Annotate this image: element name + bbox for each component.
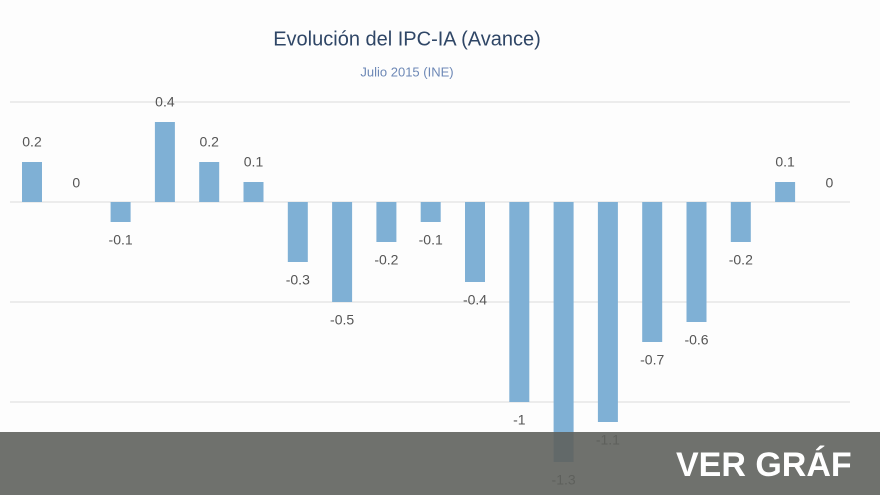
bar [465, 202, 485, 282]
value-label: 0 [826, 175, 834, 191]
chart-subtitle: Julio 2015 (INE) [360, 64, 453, 79]
value-label: -0.2 [729, 252, 753, 268]
bar [730, 202, 751, 242]
value-label: -0.3 [286, 272, 310, 288]
bar [420, 202, 441, 222]
bar [686, 202, 707, 322]
bar [775, 182, 796, 202]
value-label: -0.1 [109, 232, 133, 248]
view-chart-button[interactable]: VER GRÁF [676, 446, 852, 484]
value-label: 0.1 [244, 154, 264, 170]
chart-title: Evolución del IPC-IA (Avance) [273, 28, 541, 50]
bar [154, 122, 175, 202]
value-label: 0.2 [199, 134, 219, 150]
value-label: -0.1 [419, 232, 443, 248]
bar [553, 202, 574, 462]
value-label: -0.2 [374, 252, 398, 268]
bar [287, 202, 308, 262]
value-label: -1 [513, 412, 526, 428]
bar [376, 202, 397, 242]
value-label: 0.2 [22, 134, 42, 150]
bar [642, 202, 663, 342]
banner [0, 432, 880, 495]
bar [597, 202, 618, 422]
bar [110, 202, 131, 222]
bar [199, 162, 220, 202]
value-label: -0.6 [684, 332, 708, 348]
bar [243, 182, 264, 202]
value-label: -0.7 [640, 352, 664, 368]
plot: 0.2 0 -0.1 0.4 0.2 0.1 -0.3 -0.5 -0.2 -0.1 -0.4 -1 -… [10, 94, 850, 488]
value-label: -0.5 [330, 312, 354, 328]
bar [509, 202, 530, 402]
value-label: 0 [72, 175, 80, 191]
value-label: 0.4 [155, 94, 175, 110]
value-label: 0.1 [775, 154, 795, 170]
bar [332, 202, 353, 302]
overlay: VER GRÁF [0, 432, 880, 495]
value-label: -0.4 [463, 292, 487, 308]
bar [22, 162, 42, 202]
